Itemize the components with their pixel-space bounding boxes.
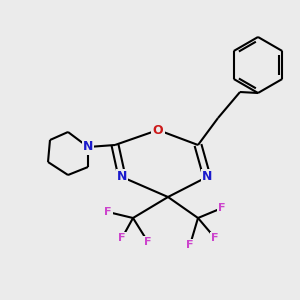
Text: N: N [83,140,93,154]
Text: N: N [202,170,212,184]
Text: F: F [218,203,226,213]
Text: N: N [117,170,127,184]
Text: F: F [211,233,219,243]
Text: F: F [104,207,112,217]
Text: F: F [186,240,194,250]
Text: O: O [153,124,163,136]
Text: F: F [144,237,152,247]
Text: F: F [118,233,126,243]
